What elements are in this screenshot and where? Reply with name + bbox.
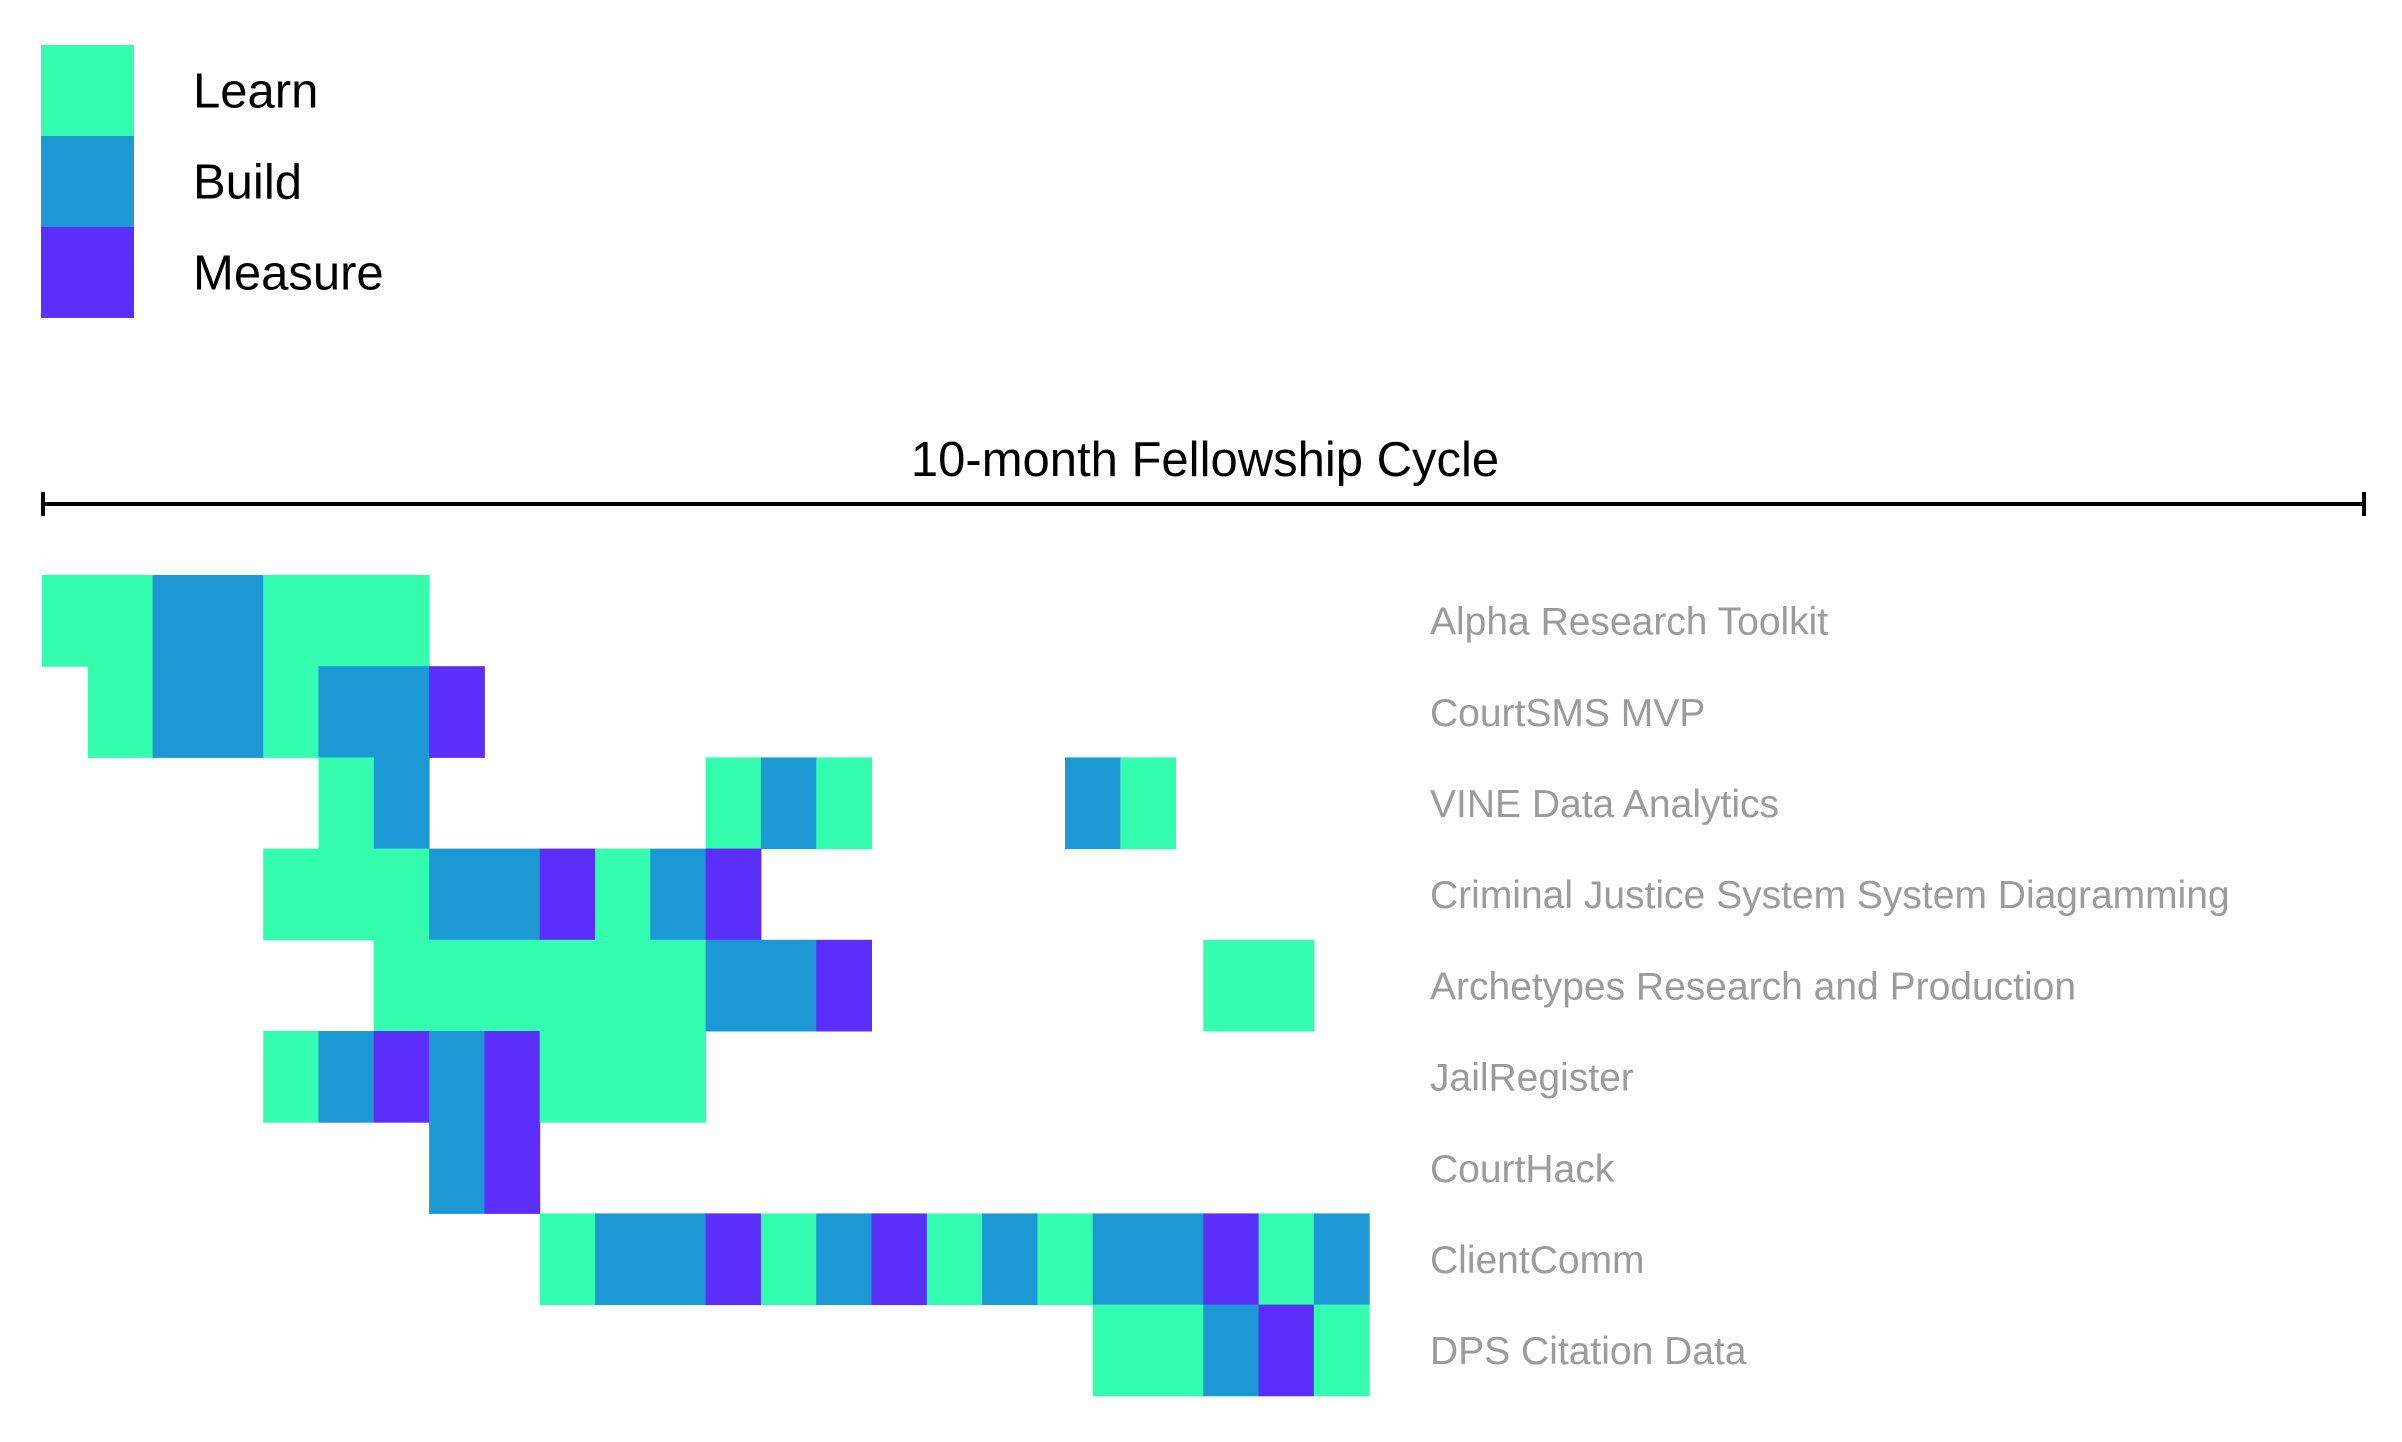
timeline-axis — [41, 492, 2366, 516]
row-label: ClientComm — [1430, 1239, 1645, 1282]
cell-row-3-seg-5 — [705, 848, 762, 941]
cell-row-5-seg-0 — [263, 1031, 319, 1123]
cell-row-5-seg-1 — [318, 1031, 375, 1123]
cell-row-1-seg-0 — [87, 666, 154, 758]
cell-row-0-seg-1 — [152, 575, 264, 667]
cell-row-5-seg-5 — [539, 1031, 707, 1123]
cell-row-6-seg-1 — [484, 1122, 541, 1214]
cell-row-2-seg-5 — [1065, 757, 1121, 850]
cell-row-2-seg-6 — [1120, 757, 1177, 850]
cell-row-3-seg-3 — [595, 848, 651, 941]
cell-row-0-seg-2 — [263, 575, 430, 667]
row-labels: Alpha Research Toolkit CourtSMS MVP VINE D… — [1430, 601, 2230, 1374]
cell-row-7-seg-12 — [1313, 1213, 1370, 1306]
cell-row-4-seg-2 — [816, 939, 872, 1032]
legend-swatch-build — [41, 136, 134, 227]
cell-row-8-seg-0 — [1092, 1304, 1204, 1397]
row-label: VINE Data Analytics — [1430, 783, 1779, 826]
cell-row-7-seg-4 — [816, 1213, 872, 1306]
legend-label-learn: Learn — [193, 65, 318, 119]
legend-swatch-learn — [41, 45, 134, 136]
cell-row-5-seg-3 — [429, 1031, 485, 1123]
cell-row-8-seg-2 — [1258, 1304, 1315, 1397]
cell-row-2-seg-3 — [760, 757, 817, 850]
cell-row-6-seg-0 — [429, 1122, 485, 1214]
cell-row-1-seg-4 — [429, 666, 485, 758]
cell-row-1-seg-1 — [152, 666, 264, 758]
cell-row-7-seg-11 — [1258, 1213, 1315, 1306]
legend: Learn Build Measure — [41, 45, 384, 318]
row-label: CourtHack — [1430, 1148, 1615, 1191]
cell-row-7-seg-6 — [926, 1213, 983, 1306]
cell-row-3-seg-2 — [539, 848, 596, 941]
legend-label-measure: Measure — [193, 247, 384, 301]
cell-row-1-seg-2 — [263, 666, 319, 758]
cell-row-2-seg-1 — [373, 757, 430, 850]
cell-row-8-seg-3 — [1313, 1304, 1370, 1397]
row-label: Criminal Justice System System Diagrammi… — [1430, 874, 2230, 917]
row-label: Alpha Research Toolkit — [1430, 601, 1828, 644]
cell-row-4-seg-1 — [705, 939, 817, 1032]
cell-row-7-seg-7 — [982, 1213, 1038, 1306]
cell-row-5-seg-2 — [373, 1031, 430, 1123]
heatmap-cells — [42, 575, 1370, 1397]
cell-row-2-seg-0 — [318, 757, 375, 850]
cell-row-5-seg-4 — [484, 1031, 541, 1123]
cell-row-0-seg-0 — [42, 575, 154, 667]
cell-row-7-seg-9 — [1092, 1213, 1204, 1306]
cell-row-7-seg-0 — [539, 1213, 596, 1306]
cell-row-3-seg-0 — [263, 848, 430, 941]
row-label: DPS Citation Data — [1430, 1330, 1747, 1373]
cell-row-2-seg-2 — [705, 757, 762, 850]
legend-label-build: Build — [193, 156, 302, 210]
cell-row-3-seg-4 — [650, 848, 707, 941]
cell-row-7-seg-1 — [595, 1213, 707, 1306]
cell-row-4-seg-0 — [373, 939, 707, 1032]
legend-swatch-measure — [41, 227, 134, 318]
cell-row-7-seg-3 — [760, 1213, 817, 1306]
cell-row-2-seg-4 — [816, 757, 872, 850]
cell-row-3-seg-1 — [429, 848, 541, 941]
cell-row-7-seg-8 — [1037, 1213, 1094, 1306]
cell-row-1-seg-3 — [318, 666, 430, 758]
row-label: JailRegister — [1430, 1057, 1634, 1100]
cell-row-7-seg-5 — [871, 1213, 928, 1306]
row-label: Archetypes Research and Production — [1430, 965, 2076, 1008]
cell-row-8-seg-1 — [1203, 1304, 1260, 1397]
cell-row-7-seg-2 — [705, 1213, 762, 1306]
cell-row-7-seg-10 — [1203, 1213, 1260, 1306]
row-label: CourtSMS MVP — [1430, 692, 1705, 735]
chart-title: 10-month Fellowship Cycle — [911, 433, 1499, 487]
cell-row-4-seg-3 — [1203, 939, 1315, 1032]
